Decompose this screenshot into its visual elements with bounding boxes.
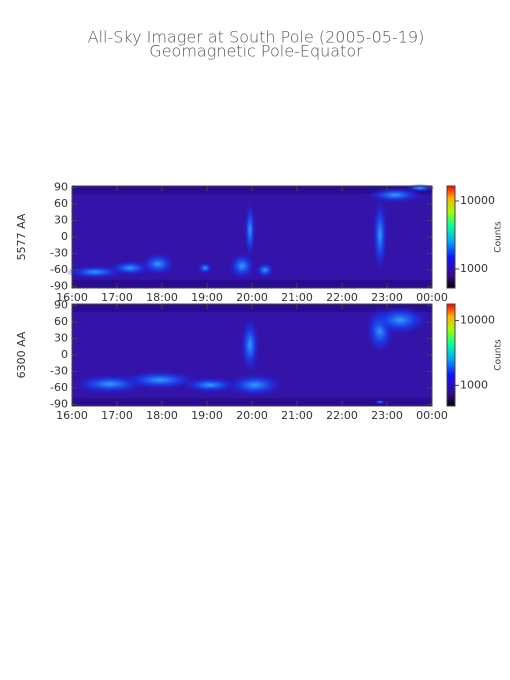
y-tick-label: -60 (50, 263, 68, 276)
colorbar (446, 185, 456, 289)
x-tick-label: 00:00 (416, 291, 448, 304)
x-tick-label: 17:00 (101, 409, 133, 422)
x-tick-label: 23:00 (371, 409, 403, 422)
y-tick-label: -60 (50, 381, 68, 394)
y-axis-label: 6300 AA (15, 331, 28, 378)
x-tick-label: 16:00 (56, 409, 88, 422)
image-feature (244, 200, 256, 260)
colorbar-tick-label: 1000 (460, 262, 488, 275)
y-tick-label: 90 (54, 299, 68, 312)
y-tick-label: 30 (54, 332, 68, 345)
colorbar (446, 303, 456, 407)
x-tick-label: 20:00 (236, 409, 268, 422)
title: All-Sky Imager at South Pole (2005-05-19… (88, 28, 425, 47)
image-feature (225, 373, 285, 397)
y-tick-label: -30 (50, 246, 68, 259)
image-feature (370, 305, 430, 335)
y-tick-label: 0 (61, 230, 68, 243)
x-tick-label: 21:00 (281, 291, 313, 304)
colorbar-tick-label: 1000 (460, 378, 488, 391)
y-tick-label: 60 (54, 197, 68, 210)
x-tick-label: 19:00 (191, 291, 223, 304)
y-tick-label: 90 (54, 181, 68, 194)
colorbar-label: Counts (494, 221, 504, 253)
x-tick-label: 23:00 (371, 291, 403, 304)
colorbar-label: Counts (494, 339, 504, 371)
x-tick-label: 22:00 (326, 409, 358, 422)
x-tick-label: 22:00 (326, 291, 358, 304)
colorbar-tick-label: 10000 (460, 194, 495, 207)
x-tick-label: 20:00 (236, 291, 268, 304)
y-tick-label: 30 (54, 214, 68, 227)
x-tick-label: 18:00 (146, 291, 178, 304)
image-feature (372, 195, 388, 275)
panels: 16:00 17:00 18:00 19:00 20:00 21:00 22:00 23:00… (15, 181, 504, 422)
image-feature (255, 262, 275, 278)
x-tick-label: 18:00 (146, 409, 178, 422)
y-tick-label: 60 (54, 315, 68, 328)
y-tick-label: 0 (61, 348, 68, 361)
y-tick-label: -30 (50, 364, 68, 377)
image-feature (140, 252, 176, 276)
image-feature (197, 262, 213, 274)
subtitle: Geomagnetic Pole-Equator (149, 42, 363, 61)
image-feature (365, 187, 425, 203)
image-feature (180, 377, 240, 393)
x-tick-label: 16:00 (56, 291, 88, 304)
colorbar-tick-label: 10000 (460, 314, 495, 327)
x-tick-label: 00:00 (416, 409, 448, 422)
y-tick-label: -90 (50, 397, 68, 410)
image-feature (240, 315, 260, 375)
y-tick-label: -90 (50, 279, 68, 292)
x-tick-label: 19:00 (191, 409, 223, 422)
x-tick-label: 17:00 (101, 291, 133, 304)
y-axis-label: 5577 AA (15, 213, 28, 260)
image-feature (374, 400, 386, 404)
x-tick-label: 21:00 (281, 409, 313, 422)
